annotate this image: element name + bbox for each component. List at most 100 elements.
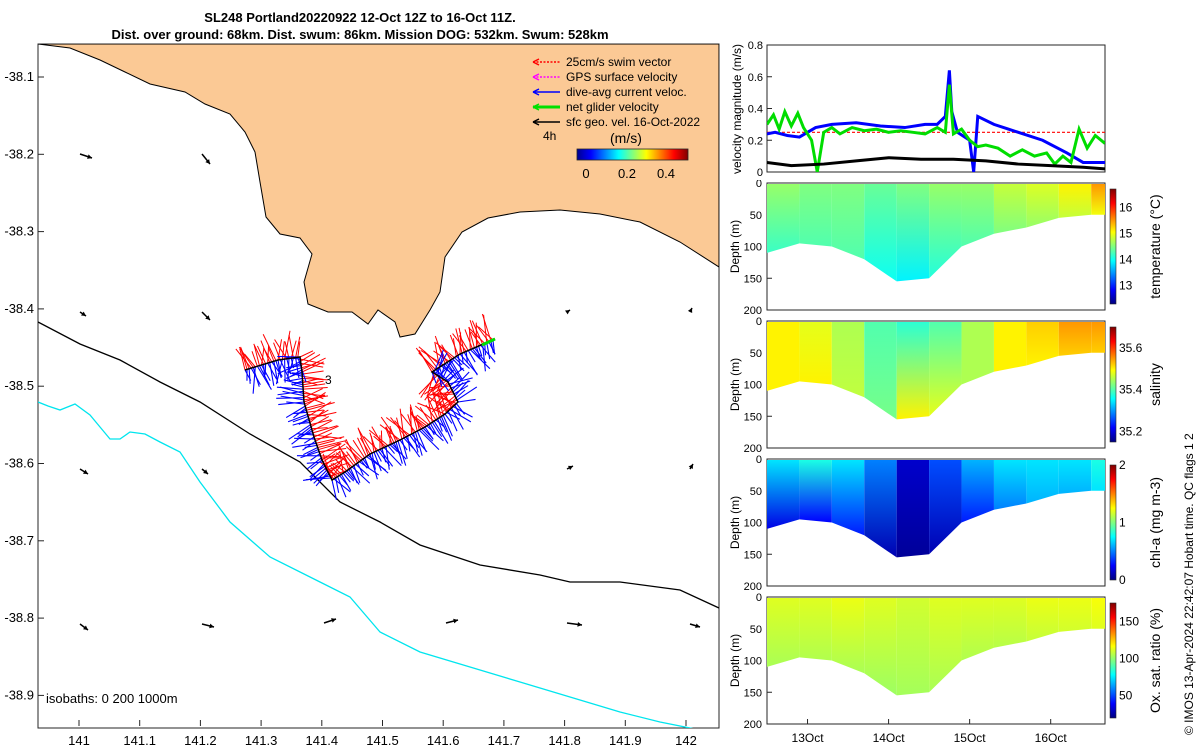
section-data-column	[1026, 184, 1059, 228]
section-data-column	[896, 322, 930, 420]
isobath-1000m	[38, 401, 694, 728]
section-data-column	[767, 322, 800, 391]
geo-velocity-arrow	[565, 309, 571, 315]
section-data-column	[767, 184, 800, 253]
depth-section-2: 0 50 100 150 200 Depth (m) 0 1 2 chl-a (mg m-3)	[728, 454, 1163, 593]
geo-velocity-arrow	[445, 618, 459, 624]
section-data-column	[1091, 460, 1105, 491]
map-y-tick: -38.6	[4, 456, 34, 471]
chart-subtitle: Dist. over ground: 68km. Dist. swum: 86k…	[111, 27, 609, 42]
section-depth-tick: 0	[756, 316, 762, 328]
time-axis-label: 14Oct	[873, 731, 906, 745]
map-x-tick: 141.3	[245, 733, 278, 748]
map-y-tick: -38.4	[4, 301, 34, 316]
section-colorbar-tick: 50	[1119, 689, 1133, 703]
section-data-column	[961, 460, 994, 523]
geo-velocity-arrow	[323, 618, 337, 624]
map-y-tick: -38.2	[4, 146, 34, 161]
section-data-column	[864, 184, 897, 282]
section-data-column	[929, 460, 962, 555]
section-data-column	[1091, 322, 1105, 353]
section-data-column	[1091, 598, 1105, 629]
isobaths-label: isobaths: 0 200 1000m	[46, 691, 178, 706]
velocity-series-line	[767, 84, 1105, 172]
geo-velocity-arrow	[79, 311, 87, 317]
section-data-column	[896, 598, 930, 696]
map-y-tick: -38.5	[4, 378, 34, 393]
section-data-column	[831, 322, 865, 398]
section-depth-tick: 50	[750, 348, 762, 360]
section-colorbar-tick: 2	[1119, 458, 1126, 472]
section-data-column	[831, 184, 865, 260]
section-data-column	[929, 184, 962, 279]
time-axis-label: 15Oct	[954, 731, 987, 745]
map-x-tick: 141.7	[488, 733, 521, 748]
legend-entry: net glider velocity	[532, 100, 659, 114]
map-y-tick: -38.1	[4, 69, 34, 84]
section-depth-label: Depth (m)	[728, 496, 742, 549]
imos-credit: © IMOS 13-Apr-2024 22:42:07 Hobart time.…	[1182, 433, 1196, 735]
legend-entry: 25cm/s swim vector	[532, 55, 671, 69]
glider-track-map: 141 141.1 141.2 141.3 141.4 141.5 141.6 141.7 14…	[4, 43, 720, 748]
map-x-tick: 141.9	[609, 733, 642, 748]
section-data-column	[993, 460, 1027, 510]
geostrophic-velocity-arrows	[79, 153, 701, 631]
map-x-tick: 141.2	[184, 733, 217, 748]
legend-label: net glider velocity	[566, 100, 659, 114]
geo-velocity-arrow	[687, 307, 693, 313]
isobath-200m	[38, 321, 719, 609]
glider-track-start	[481, 337, 496, 347]
section-colorbar-tick: 0	[1119, 573, 1126, 587]
legend-label: dive-avg current veloc.	[566, 85, 687, 99]
velocity-series-line	[767, 156, 1105, 171]
geo-velocity-arrow	[201, 468, 209, 475]
velocity-colorbar	[576, 148, 689, 161]
colorbar-unit-label: (m/s)	[610, 130, 642, 146]
section-depth-tick: 50	[750, 624, 762, 636]
section-data-column	[1026, 460, 1059, 504]
velocity-y-tick: 0.8	[748, 40, 763, 52]
section-colorbar-tick: 16	[1119, 200, 1133, 214]
map-y-tick: -38.3	[4, 224, 34, 239]
section-colorbar	[1109, 326, 1117, 443]
section-data-column	[896, 460, 930, 558]
legend-entry: sfc geo. vel. 16-Oct-2022	[532, 115, 700, 129]
depth-section-3: 0 50 100 150 200 Depth (m) 50 100 150 Ox. sat. ra…	[728, 592, 1163, 731]
section-colorbar-label: temperature (°C)	[1147, 194, 1163, 298]
glider-track	[244, 338, 496, 482]
track-marker-label: 3	[325, 373, 332, 387]
section-depth-tick: 200	[744, 581, 762, 593]
geo-velocity-arrow	[688, 463, 694, 470]
section-data-column	[831, 598, 865, 674]
section-data-column	[1026, 322, 1059, 366]
map-x-tick: 141.6	[427, 733, 460, 748]
section-depth-tick: 100	[744, 656, 762, 668]
map-x-tick: 142	[675, 733, 697, 748]
legend-4h-label: 4h	[543, 129, 556, 143]
geo-velocity-arrow	[566, 622, 583, 627]
geo-velocity-arrow	[689, 623, 701, 629]
geo-velocity-arrow	[79, 153, 93, 159]
section-depth-tick: 50	[750, 210, 762, 222]
map-y-tick: -38.8	[4, 610, 34, 625]
map-x-tick: 141.1	[123, 733, 156, 748]
section-colorbar-tick: 1	[1119, 516, 1126, 530]
section-data-column	[896, 184, 930, 282]
map-x-tick: 141.5	[366, 733, 399, 748]
section-data-column	[929, 322, 962, 417]
section-depth-tick: 150	[744, 687, 762, 699]
geo-velocity-arrow	[201, 153, 211, 165]
section-data-column	[929, 598, 962, 693]
map-x-tick: 141.8	[548, 733, 581, 748]
section-colorbar-tick: 150	[1119, 615, 1139, 629]
map-x-tick: 141.4	[306, 733, 339, 748]
geo-velocity-arrow	[566, 465, 574, 471]
section-data-column	[767, 460, 800, 529]
section-depth-label: Depth (m)	[728, 634, 742, 687]
section-depth-label: Depth (m)	[728, 358, 742, 411]
section-colorbar-tick: 14	[1119, 253, 1133, 267]
section-data-column	[1058, 460, 1092, 494]
section-data-column	[1058, 322, 1092, 356]
